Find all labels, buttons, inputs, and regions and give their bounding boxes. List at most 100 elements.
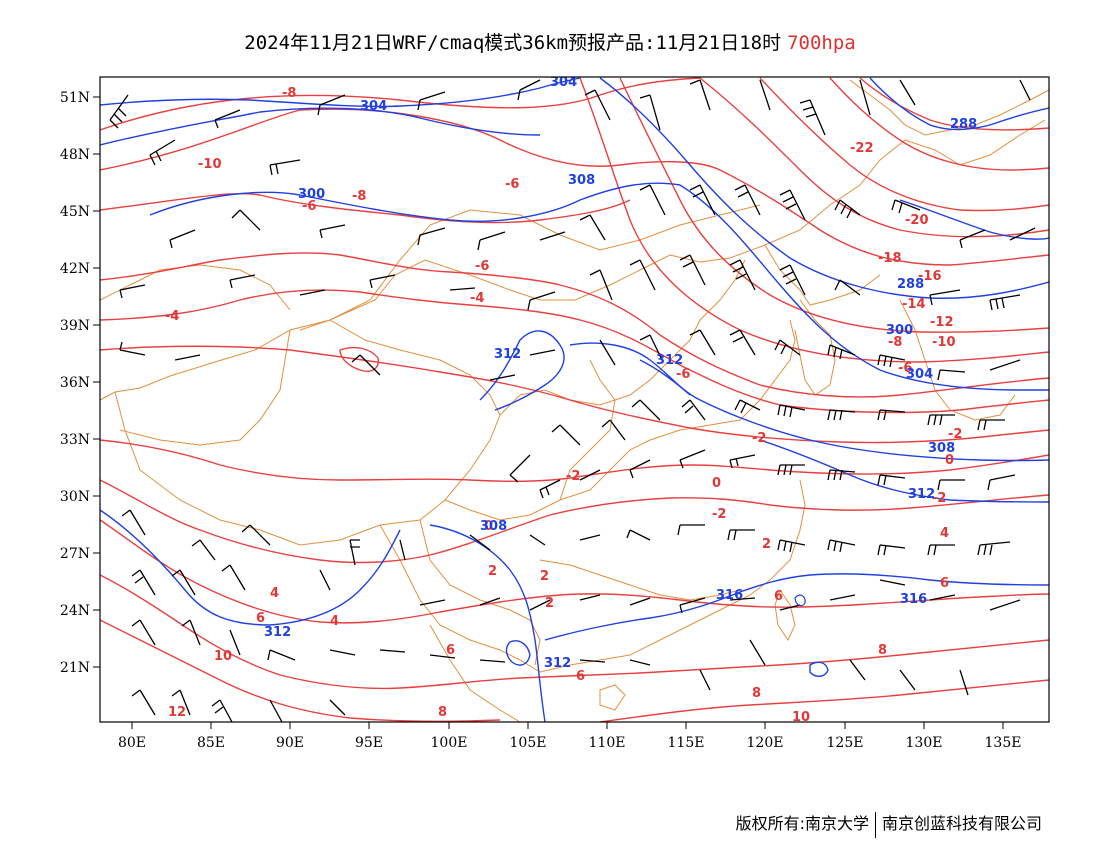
temp-label: 0 xyxy=(484,519,493,534)
temp-label: -6 xyxy=(302,199,316,214)
temp-label: -20 xyxy=(905,213,929,228)
map-frame xyxy=(99,76,1050,723)
lat-tick-label: 27N xyxy=(60,546,90,562)
central-provinces xyxy=(519,259,746,406)
temp-label: -2 xyxy=(712,507,726,522)
height-label: 312 xyxy=(908,487,935,502)
height-label: 288 xyxy=(950,117,977,132)
height-labels: 304 304 308 300 308 288 288 300 304 312 … xyxy=(264,75,977,671)
temp-label: -2 xyxy=(752,431,766,446)
temperature-labels: -8 -10 -6 -8 -6 -4 -6 -4 -22 -20 -18 -16… xyxy=(165,86,962,725)
height-label: 304 xyxy=(906,367,933,382)
temp-label: -4 xyxy=(470,291,484,306)
temp-label: -22 xyxy=(850,141,874,156)
temp-label: -8 xyxy=(352,189,366,204)
lon-tick-label: 95E xyxy=(355,735,383,751)
height-label: 308 xyxy=(568,173,595,188)
temp-label: 2 xyxy=(545,596,554,611)
sw-border xyxy=(379,479,806,673)
height-label: 300 xyxy=(298,187,325,202)
lon-tick-label: 85E xyxy=(197,735,225,751)
inner-provinces xyxy=(559,359,616,501)
temp-label: 4 xyxy=(270,586,279,601)
temp-label: 2 xyxy=(762,537,771,552)
temp-label: -6 xyxy=(475,259,489,274)
lon-axis xyxy=(131,722,1004,729)
lon-tick-label: 135E xyxy=(985,735,1022,751)
lon-tick-label: 105E xyxy=(510,735,547,751)
height-label: 308 xyxy=(480,519,507,534)
temp-label: 4 xyxy=(940,526,949,541)
temp-label: -10 xyxy=(932,335,956,350)
height-label: 308 xyxy=(928,441,955,456)
china-border-north xyxy=(100,119,1046,401)
footer-divider xyxy=(874,811,876,838)
temp-label: -6 xyxy=(898,361,912,376)
lat-axis xyxy=(93,96,100,668)
temp-label: -6 xyxy=(505,177,519,192)
temp-label: 6 xyxy=(446,643,455,658)
temp-label: -2 xyxy=(948,427,962,442)
lat-tick-label: 24N xyxy=(60,603,90,619)
central-asia xyxy=(100,264,291,311)
height-label: 288 xyxy=(897,277,924,292)
temp-label: 2 xyxy=(488,564,497,579)
temp-label: -18 xyxy=(878,251,902,266)
height-label: 304 xyxy=(550,75,577,90)
temp-label: -6 xyxy=(676,367,690,382)
lat-tick-label: 45N xyxy=(60,204,90,220)
temp-label: 0 xyxy=(945,453,954,468)
lat-tick-label: 33N xyxy=(60,432,90,448)
lat-tick-label: 51N xyxy=(60,90,90,106)
lat-tick-label: 39N xyxy=(60,318,90,334)
tibet-outline xyxy=(114,391,521,546)
height-label: 316 xyxy=(900,592,927,607)
japan-outline xyxy=(899,299,1016,421)
temp-label: 6 xyxy=(940,576,949,591)
lat-tick-label: 48N xyxy=(60,147,90,163)
copyright-text: 版权所有:南京大学 xyxy=(735,814,869,833)
temp-label: -4 xyxy=(165,309,179,324)
temp-label: 6 xyxy=(256,611,265,626)
temp-label: 6 xyxy=(774,589,783,604)
lon-tick-label: 115E xyxy=(668,735,705,751)
lat-tick-label: 42N xyxy=(60,261,90,277)
wind-barbs xyxy=(109,79,1036,722)
temp-label: 2 xyxy=(540,569,549,584)
lon-tick-label: 110E xyxy=(589,735,626,751)
temp-label: -8 xyxy=(888,335,902,350)
lon-tick-label: 125E xyxy=(827,735,864,751)
height-label: 312 xyxy=(264,625,291,640)
temp-label: 12 xyxy=(168,705,186,720)
hainan-outline xyxy=(599,684,626,711)
temp-label: 4 xyxy=(330,614,339,629)
temp-label: 8 xyxy=(438,705,447,720)
lat-tick-label: 21N xyxy=(60,660,90,676)
lon-tick-label: 130E xyxy=(906,735,943,751)
height-label: 304 xyxy=(360,99,387,114)
temp-label: -2 xyxy=(566,469,580,484)
taiwan-height-blob xyxy=(794,594,806,607)
temp-label: -16 xyxy=(918,269,942,284)
temp-label: 8 xyxy=(752,686,761,701)
lat-tick-label: 36N xyxy=(60,375,90,391)
indochina-outline xyxy=(429,624,521,722)
xinjiang-split xyxy=(119,329,291,446)
lat-labels: 51N 48N 45N 42N 39N 36N 33N 30N 27N 24N … xyxy=(60,90,90,676)
yunnan-outline xyxy=(419,519,541,666)
height-label: 312 xyxy=(656,353,683,368)
temp-label: 10 xyxy=(792,710,810,725)
lon-tick-label: 100E xyxy=(431,735,468,751)
title-main: 2024年11月21日WRF/cmaq模式36km预报产品:11月21日18时 xyxy=(244,32,782,54)
temp-label: 8 xyxy=(878,643,887,658)
temp-label: -2 xyxy=(932,491,946,506)
korea-outline xyxy=(794,299,836,396)
taiwan-outline xyxy=(774,588,796,642)
height-label: 312 xyxy=(544,656,571,671)
company-name: 南京创蓝科技有限公司 xyxy=(881,814,1042,833)
footer: 版权所有:南京大学 南京创蓝科技有限公司 xyxy=(736,810,1042,838)
lon-tick-label: 80E xyxy=(118,735,146,751)
title-level: 700hpa xyxy=(787,32,856,54)
lon-tick-label: 120E xyxy=(747,735,784,751)
